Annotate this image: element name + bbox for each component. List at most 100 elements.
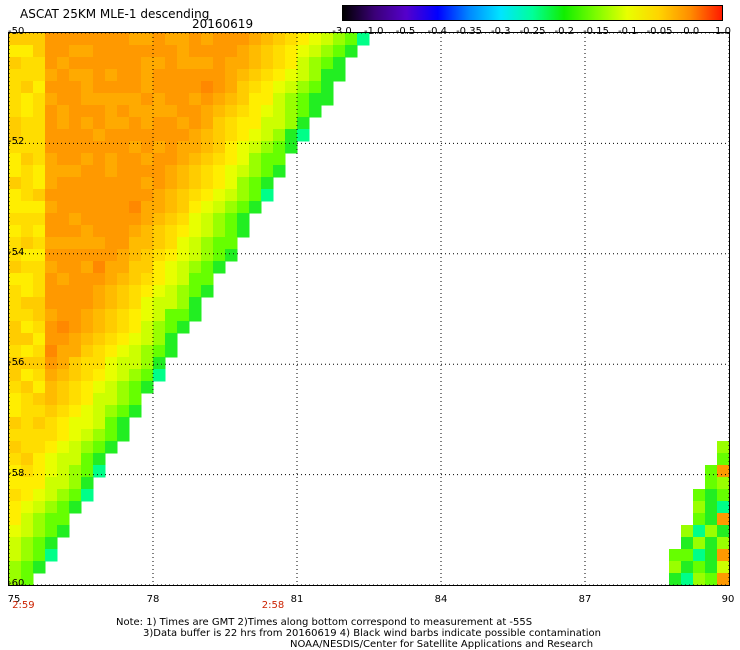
swath-cell: [273, 93, 286, 106]
swath-cell: [9, 501, 22, 514]
longitude-label: 81: [290, 594, 304, 605]
swath-cell: [141, 165, 154, 178]
swath-cell: [105, 345, 118, 358]
swath-cell: [237, 213, 250, 226]
swath-cell: [129, 369, 142, 382]
swath-cell: [285, 69, 298, 82]
swath-cell: [33, 33, 46, 46]
swath-cell: [129, 273, 142, 286]
swath-cell: [201, 69, 214, 82]
colorbar-tick-label: -0.5: [395, 26, 416, 37]
swath-cell: [669, 549, 682, 562]
swath-cell: [129, 285, 142, 298]
swath-cell: [9, 345, 22, 358]
swath-cell: [321, 45, 334, 58]
swath-cell: [69, 153, 82, 166]
swath-cell: [21, 381, 34, 394]
swath-cell: [213, 165, 226, 178]
swath-cell: [249, 33, 262, 46]
swath-cell: [93, 81, 106, 94]
swath-cell: [45, 489, 58, 502]
swath-cell: [177, 213, 190, 226]
swath-cell: [105, 417, 118, 430]
swath-cell: [177, 117, 190, 130]
swath-cell: [33, 333, 46, 346]
swath-cell: [9, 81, 22, 94]
swath-cell: [177, 309, 190, 322]
swath-cell: [249, 69, 262, 82]
note-line-2: 3)Data buffer is 22 hrs from 20160619 4)…: [143, 628, 601, 639]
swath-cell: [81, 201, 94, 214]
swath-cell: [129, 345, 142, 358]
swath-cell: [321, 57, 334, 70]
swath-cell: [225, 177, 238, 190]
swath-cell: [141, 345, 154, 358]
swath-cell: [33, 201, 46, 214]
swath-cell: [297, 117, 310, 130]
swath-cell: [93, 405, 106, 418]
swath-cell: [213, 261, 226, 274]
swath-cell: [177, 153, 190, 166]
swath-cell: [165, 45, 178, 58]
swath-cell: [129, 225, 142, 238]
swath-cell: [117, 393, 130, 406]
swath-cell: [9, 405, 22, 418]
swath-cell: [9, 129, 22, 142]
swath-cell: [189, 297, 202, 310]
swath-cell: [45, 177, 58, 190]
swath-cell: [33, 417, 46, 430]
swath-cell: [105, 309, 118, 322]
swath-cell: [153, 201, 166, 214]
swath-cell: [69, 105, 82, 118]
swath-cell: [309, 69, 322, 82]
swath-cell: [57, 189, 70, 202]
swath-cell: [21, 33, 34, 46]
swath-cell: [225, 189, 238, 202]
swath-cell: [165, 69, 178, 82]
swath-cell: [81, 213, 94, 226]
swath-cell: [21, 273, 34, 286]
longitude-label: 84: [434, 594, 448, 605]
swath-cell: [153, 141, 166, 154]
swath-cell: [81, 225, 94, 238]
swath-cell: [69, 33, 82, 46]
swath-cell: [81, 189, 94, 202]
swath-cell: [225, 33, 238, 46]
swath-cell: [129, 69, 142, 82]
swath-cell: [105, 129, 118, 142]
swath-cell: [225, 57, 238, 70]
swath-cell: [129, 81, 142, 94]
swath-cell: [45, 129, 58, 142]
swath-cell: [45, 405, 58, 418]
swath-cell: [165, 225, 178, 238]
swath-cell: [57, 69, 70, 82]
swath-cell: [249, 129, 262, 142]
swath-cell: [57, 45, 70, 58]
swath-cell: [285, 129, 298, 142]
swath-cell: [21, 489, 34, 502]
swath-cell: [81, 261, 94, 274]
swath-cell: [237, 57, 250, 70]
swath-cell: [57, 297, 70, 310]
swath-cell: [33, 453, 46, 466]
swath-cell: [93, 309, 106, 322]
swath-cell: [297, 57, 310, 70]
swath-cell: [105, 57, 118, 70]
swath-cell: [201, 117, 214, 130]
swath-cell: [45, 249, 58, 262]
swath-cell: [189, 285, 202, 298]
swath-cell: [9, 429, 22, 442]
swath-cell: [141, 153, 154, 166]
swath-cell: [153, 369, 166, 382]
swath-cell: [177, 249, 190, 262]
swath-cell: [189, 165, 202, 178]
swath-cell: [33, 429, 46, 442]
swath-cell: [189, 33, 202, 46]
swath-cell: [93, 237, 106, 250]
swath-cell: [21, 549, 34, 562]
swath-cell: [129, 261, 142, 274]
swath-cell: [57, 33, 70, 46]
swath-cell: [141, 117, 154, 130]
swath-cell: [249, 105, 262, 118]
swath-cell: [57, 381, 70, 394]
